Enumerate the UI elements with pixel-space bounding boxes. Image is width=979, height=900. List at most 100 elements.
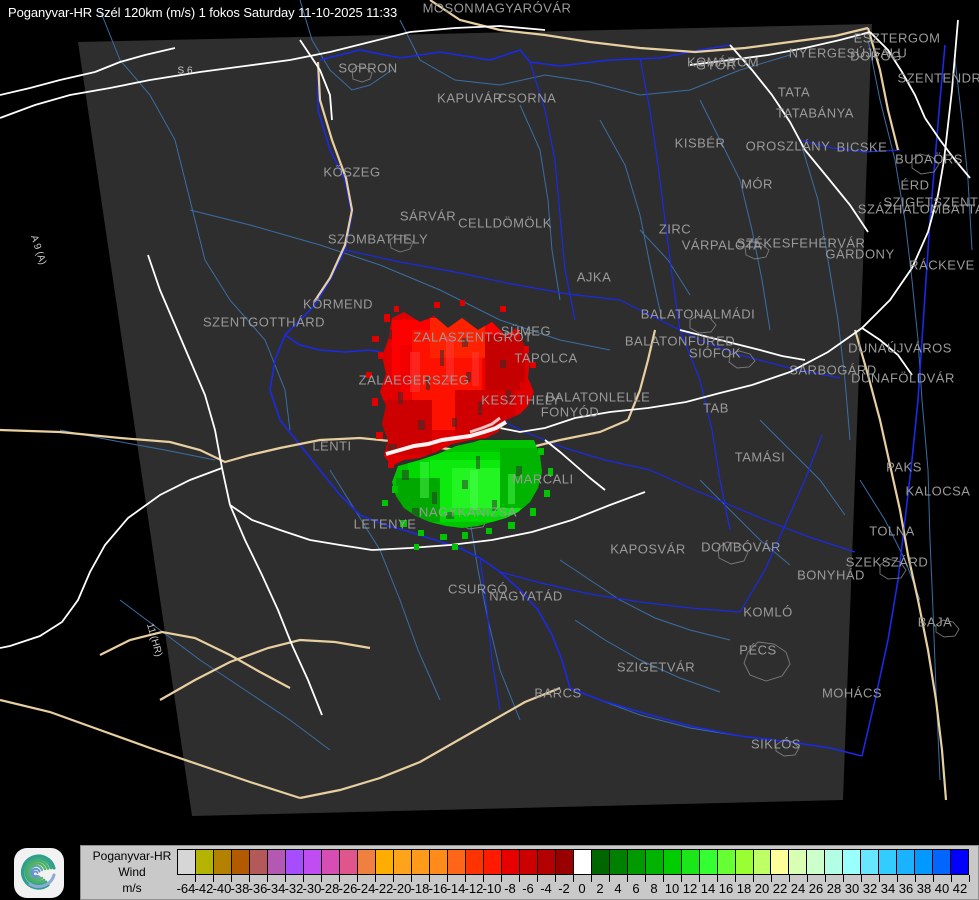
colorbar-swatch[interactable] [285, 850, 304, 874]
colorbar-wrapper[interactable]: -64 -42 -40 -38 -36 -34 -32 -30 -28 -26 -24 -22 -20-… [177, 849, 970, 899]
city-label: CSORNA [497, 90, 557, 106]
outbound-velocity-echo [392, 440, 542, 528]
city-label: BALATONLELLE [545, 389, 651, 405]
colorbar-tick [537, 875, 538, 882]
colorbar-tick [591, 875, 592, 882]
colorbar-swatch[interactable] [663, 850, 682, 874]
colorbar-swatch[interactable] [753, 850, 772, 874]
city-label: BAJA [917, 614, 953, 630]
city-label: NAGYATÁD [489, 588, 563, 604]
colorbar-swatch[interactable] [771, 850, 790, 874]
colorbar-tick-label: -26 [338, 881, 358, 896]
colorbar-tick [447, 875, 448, 882]
colorbar-swatch[interactable] [267, 850, 286, 874]
colorbar-tick-label: -22 [374, 881, 394, 896]
colorbar-swatch[interactable] [861, 850, 880, 874]
colorbar-swatch[interactable] [429, 850, 448, 874]
colorbar-swatch[interactable] [609, 850, 628, 874]
colorbar-tick-label: 28 [826, 881, 842, 896]
colorbar-swatch[interactable] [735, 850, 754, 874]
city-label: TAPOLCA [514, 350, 578, 366]
colorbar-tick-label: 32 [862, 881, 878, 896]
colorbar-tick-label: 42 [952, 881, 968, 896]
colorbar-tick-label: -32 [284, 881, 304, 896]
colorbar-swatch[interactable] [357, 850, 376, 874]
colorbar-swatch[interactable] [717, 850, 736, 874]
colorbar-swatch[interactable] [591, 850, 610, 874]
colorbar-swatch[interactable] [537, 850, 556, 874]
colorbar-swatch[interactable] [447, 850, 466, 874]
colorbar-tick [969, 875, 970, 882]
colorbar-swatch[interactable] [483, 850, 502, 874]
colorbar-tick-label: 16 [718, 881, 734, 896]
colorbar-tick [735, 875, 736, 882]
city-label: BICSKE [836, 139, 888, 155]
city-label: ÉRD [900, 177, 930, 193]
colorbar-swatch[interactable] [555, 850, 574, 874]
colorbar-tick-label: 10 [664, 881, 680, 896]
colorbar-swatch[interactable] [501, 850, 520, 874]
zero-isodop-line-upper [469, 416, 501, 434]
colorbar-tick-label: -14 [446, 881, 466, 896]
colorbar-tick [573, 875, 574, 882]
colorbar-tick [627, 875, 628, 882]
colorbar-tick [753, 875, 754, 882]
colorbar-swatch[interactable] [699, 850, 718, 874]
colorbar-tick [213, 875, 214, 882]
hungaromet-spiral-logo[interactable] [10, 848, 68, 898]
colorbar-tick-label: -20 [392, 881, 412, 896]
colorbar-swatch[interactable] [465, 850, 484, 874]
colorbar-swatch[interactable] [897, 850, 916, 874]
colorbar-swatch[interactable] [178, 850, 196, 874]
colorbar-swatch[interactable] [825, 850, 844, 874]
city-label: TATABÁNYA [776, 105, 854, 121]
colorbar-swatches[interactable] [177, 849, 969, 875]
colorbar-tick-label: 40 [934, 881, 950, 896]
colorbar-swatch[interactable] [843, 850, 862, 874]
colorbar-tick [195, 875, 196, 882]
colorbar-swatch[interactable] [951, 850, 969, 874]
colorbar-swatch[interactable] [213, 850, 232, 874]
colorbar-tick [555, 875, 556, 882]
colorbar-swatch[interactable] [339, 850, 358, 874]
colorbar-swatch[interactable] [573, 850, 592, 874]
radar-map[interactable]: MOSONMAGYARÓVÁR SOPRON GYŐR KOMÁROM ESZTERGO… [0, 0, 979, 838]
colorbar-swatch[interactable] [915, 850, 934, 874]
colorbar-tick [231, 875, 232, 882]
colorbar-tick [717, 875, 718, 882]
colorbar-swatch[interactable] [393, 850, 412, 874]
colorbar-tick [357, 875, 358, 882]
colorbar-swatch[interactable] [645, 850, 664, 874]
colorbar-tick [339, 875, 340, 882]
city-label: KISBÉR [674, 135, 726, 151]
city-label: CSURGÓ [447, 581, 509, 597]
city-label: SZÉKESFEHÉRVÁR [736, 235, 866, 251]
city-label: KÖRMEND [303, 296, 373, 312]
colorbar-swatch[interactable] [321, 850, 340, 874]
colorbar-swatch[interactable] [195, 850, 214, 874]
colorbar-tick-label: 24 [790, 881, 806, 896]
city-label: KŐSZEG [323, 164, 381, 180]
colorbar-swatch[interactable] [807, 850, 826, 874]
city-label: KOMÁROM [686, 54, 760, 70]
city-label: BUDAÖRS [895, 151, 963, 167]
colorbar-swatch[interactable] [231, 850, 250, 874]
colorbar-tick-label: 0 [578, 881, 586, 896]
colorbar-tick-label: -30 [302, 881, 322, 896]
colorbar-swatch[interactable] [933, 850, 952, 874]
colorbar-swatch[interactable] [375, 850, 394, 874]
colorbar-swatch[interactable] [879, 850, 898, 874]
colorbar-swatch[interactable] [681, 850, 700, 874]
city-label: SÜMEG [500, 323, 552, 339]
city-label: KAPOSVÁR [610, 541, 686, 557]
colorbar-tick-label: -42 [194, 881, 214, 896]
colorbar-tick [465, 875, 466, 882]
colorbar-swatch[interactable] [303, 850, 322, 874]
colorbar-swatch[interactable] [789, 850, 808, 874]
colorbar-swatch[interactable] [411, 850, 430, 874]
colorbar-swatch[interactable] [519, 850, 538, 874]
colorbar-swatch[interactable] [249, 850, 268, 874]
colorbar-swatch[interactable] [627, 850, 646, 874]
colorbar-tick-label: 12 [682, 881, 698, 896]
colorbar-tick [897, 875, 898, 882]
